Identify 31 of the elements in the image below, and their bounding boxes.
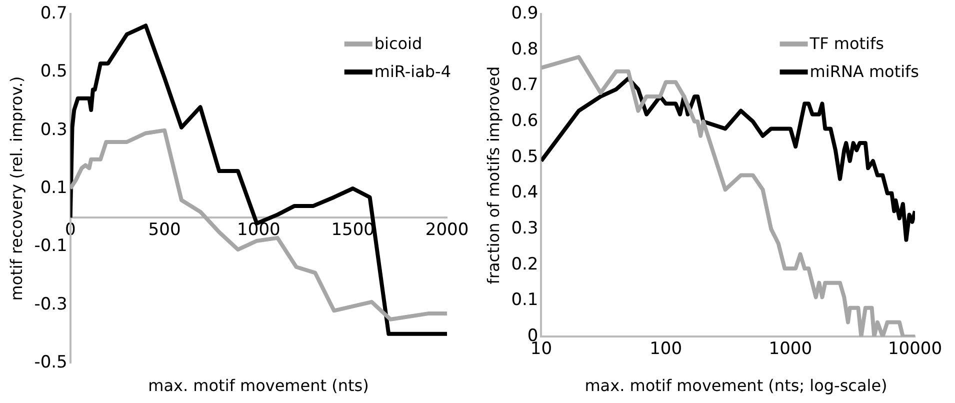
y-tick-label: 0.5	[40, 62, 68, 82]
x-tick-label: 500	[148, 220, 181, 240]
x-tick-label: 1000	[768, 339, 812, 360]
y-tick-label: 0.3	[40, 120, 68, 140]
y-tick-label: 0.7	[511, 75, 538, 96]
y-axis-title: motif recovery (rel. improv.)	[6, 76, 26, 301]
legend-label: miRNA motifs	[810, 62, 920, 82]
legend-label: TF motifs	[808, 34, 884, 54]
x-tick-label: 100	[650, 339, 682, 360]
y-tick-label: 0.7	[40, 3, 68, 24]
y-tick-label: 0.8	[511, 39, 538, 60]
legend-label: miR-iab-4	[374, 62, 452, 82]
x-tick-label: 1000	[237, 220, 280, 240]
x-axis-title: max. motif movement (nts; log-scale)	[584, 376, 888, 395]
y-tick-label: 0.4	[511, 182, 538, 203]
y-tick-label: 0.1	[40, 178, 68, 198]
x-tick-label: 1500	[331, 220, 374, 240]
y-tick-label: -0.3	[34, 294, 68, 314]
y-tick-label: -0.5	[34, 352, 68, 372]
x-axis-title: max. motif movement (nts)	[147, 376, 370, 395]
y-tick-label: 0.2	[511, 254, 538, 274]
legend-label: bicoid	[374, 34, 422, 54]
y-tick-label: -0.1	[34, 236, 68, 256]
y-tick-label: 0.6	[511, 110, 538, 131]
y-tick-label: 0.5	[511, 146, 538, 167]
x-tick-label: 2000	[425, 220, 469, 240]
y-tick-label: 0.1	[511, 290, 538, 310]
y-tick-label: 0.3	[511, 218, 538, 238]
y-axis-title: fraction of motifs improved	[484, 66, 503, 284]
y-tick-label: 0.9	[511, 3, 538, 24]
x-tick-label: 10000	[888, 339, 942, 360]
